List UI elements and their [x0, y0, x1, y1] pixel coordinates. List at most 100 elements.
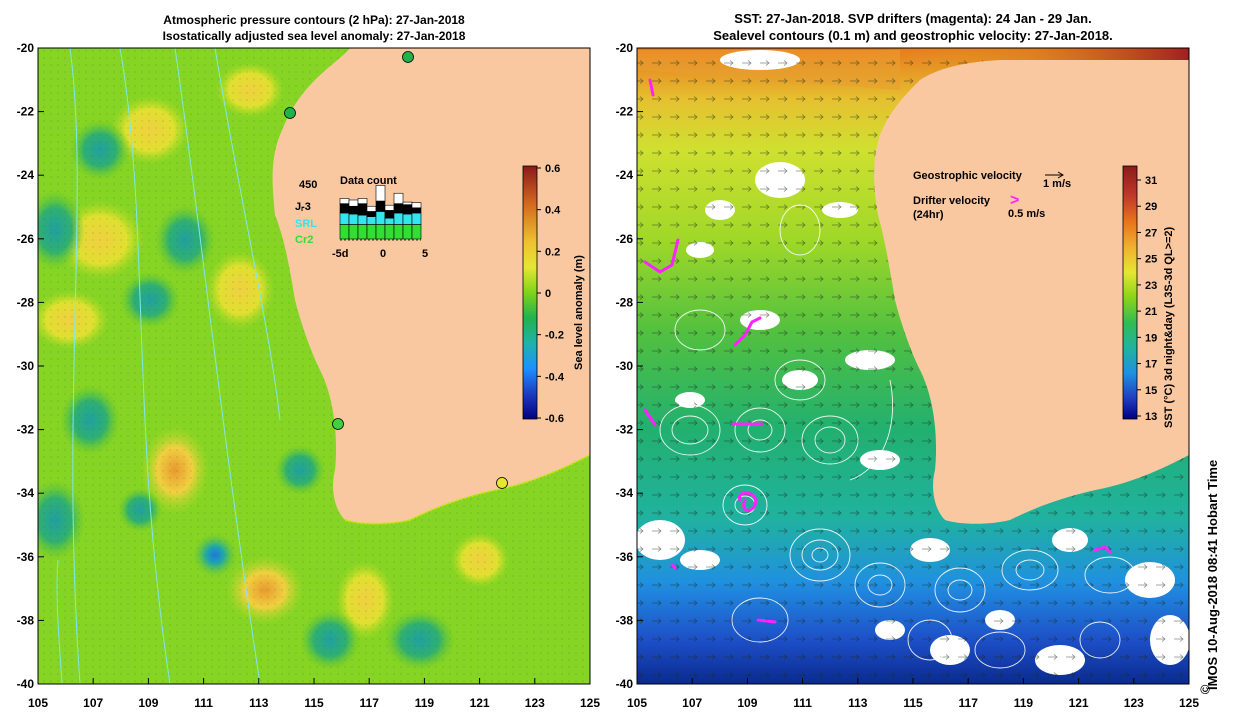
- y-tick-label: -32: [17, 423, 35, 437]
- x-tick-label: 115: [903, 696, 923, 710]
- data-count-bar-srl: [366, 216, 377, 225]
- data-count-bar-white: [339, 198, 350, 204]
- colorbar-tick-label: 0.6: [545, 163, 560, 175]
- data-count-bar-srl: [357, 214, 368, 225]
- data-count-bar-white: [357, 198, 368, 204]
- y-tick-label: -38: [17, 613, 35, 627]
- colorbar-tick-label: 0: [545, 288, 551, 300]
- western-australia-land: [272, 48, 590, 524]
- right-x-axis: 105 107 109 111 113 115 117 119 121 123 125: [627, 678, 1199, 710]
- y-tick-label: -20: [616, 41, 634, 55]
- colorbar-tick-label: 0.4: [545, 205, 561, 217]
- data-count-bar-white: [393, 192, 404, 204]
- data-count-bar-white: [384, 204, 395, 211]
- colorbar-tick-label: -0.2: [545, 330, 564, 342]
- data-count-bar-srl: [384, 217, 395, 225]
- data-count-bar-j3: [339, 203, 350, 214]
- velocity-legend: Geostrophic velocity 1 m/s Drifter veloc…: [913, 170, 1071, 221]
- data-count-bar-j3: [375, 200, 386, 212]
- x-tick-label: 113: [249, 696, 269, 710]
- x-tick-label: 109: [737, 696, 757, 710]
- x-tick-label: 107: [682, 696, 702, 710]
- x-tick-label: 117: [959, 696, 979, 710]
- data-count-bar-white: [375, 185, 386, 202]
- sst-colorbar-scale: [1122, 165, 1138, 420]
- sst-colorbar-ticks: 31 29 27 25 23 21 19 17 15 13: [1137, 175, 1157, 423]
- data-count-bar-cr2: [366, 224, 377, 240]
- y-tick-label: -26: [616, 232, 634, 246]
- data-count-bar-cr2: [411, 224, 422, 240]
- y-tick-label: -22: [616, 105, 634, 119]
- left-panel-title: Atmospheric pressure contours (2 hPa): 2…: [38, 12, 590, 44]
- data-count-bar-cr2: [375, 224, 386, 240]
- y-tick-label: -28: [17, 295, 35, 309]
- x-tick-label: 105: [28, 696, 48, 710]
- colorbar-tick-label: 29: [1145, 201, 1157, 213]
- colorbar-tick-label: 25: [1145, 254, 1157, 266]
- colorbar-tick-label: -0.4: [545, 371, 565, 383]
- right-title-line1: SST: 27-Jan-2018. SVP drifters (magenta)…: [734, 11, 1092, 26]
- x-tick-label: 125: [580, 696, 600, 710]
- drifter-tracks: [643, 78, 1112, 624]
- tide-gauge-marker: [496, 477, 508, 489]
- data-count-bar-white: [366, 205, 377, 212]
- data-count-bar-cr2: [348, 224, 359, 240]
- tide-gauge-marker: [402, 51, 414, 63]
- data-count-bar-j3: [366, 211, 377, 217]
- data-count-bar-j3: [357, 203, 368, 216]
- y-tick-label: -28: [616, 295, 634, 309]
- colorbar-tick-label: 21: [1145, 306, 1157, 318]
- colorbar-tick-label: -0.6: [545, 413, 564, 425]
- y-tick-label: -20: [17, 41, 35, 55]
- y-tick-label: -24: [17, 168, 35, 182]
- colorbar-tick-label: 13: [1145, 411, 1157, 423]
- drifter-velocity-period: (24hr): [913, 209, 944, 221]
- x-tick-label: 125: [1179, 696, 1199, 710]
- x-tick-label: 111: [793, 696, 812, 710]
- data-count-bar-cr2: [393, 224, 404, 240]
- right-title-line2: Sealevel contours (0.1 m) and geostrophi…: [713, 28, 1113, 43]
- data-count-bar-j3: [411, 207, 422, 214]
- sla-colorbar-scale: [522, 165, 538, 420]
- colorbar-tick-label: 31: [1145, 175, 1157, 187]
- tide-gauge-marker: [332, 418, 344, 430]
- credit-text: IMOS 10-Aug-2018 08:41 Hobart Time: [1205, 459, 1220, 690]
- data-count-bar-srl: [393, 212, 404, 225]
- data-count-bar-white: [348, 199, 359, 207]
- x-tick-label: 113: [848, 696, 868, 710]
- pressure-contours: [56, 48, 281, 684]
- data-count-bar-srl: [348, 213, 359, 225]
- drifter-velocity-label: Drifter velocity: [913, 195, 991, 207]
- left-title-line1: Atmospheric pressure contours (2 hPa): 2…: [163, 13, 465, 27]
- data-count-bar-white: [411, 202, 422, 209]
- data-count-bar-srl: [375, 211, 386, 225]
- tide-gauges: [284, 51, 508, 489]
- data-count-bar-srl: [339, 212, 350, 225]
- colorbar-tick-label: 27: [1145, 227, 1157, 239]
- geostrophic-velocity-label: Geostrophic velocity: [913, 170, 1023, 182]
- colorbar-tick-label: 17: [1145, 359, 1157, 371]
- mission-label-cr2: Cr2: [295, 234, 313, 246]
- mission-label-j3: J-3: [295, 201, 311, 213]
- sst-colorbar: 31 29 27 25 23 21 19 17 15 13 SST (°C) 3d night&d…: [1122, 165, 1175, 428]
- data-count-inset: Data count 450 J-3 SRL Cr2 -5d 0 5: [295, 175, 428, 260]
- sla-colorbar: 0.6 0.4 0.2 0 -0.2 -0.4 -0.6 Sea level anomaly…: [522, 163, 585, 425]
- y-tick-label: -22: [17, 105, 35, 119]
- y-tick-label: -40: [17, 677, 35, 691]
- x-tick-label: 121: [470, 696, 490, 710]
- x-tick-label: 111: [194, 696, 213, 710]
- data-count-xlabel-zero: 0: [380, 248, 386, 260]
- y-tick-label: -30: [616, 359, 634, 373]
- drifter-velocity-arrow-icon: >: [1010, 192, 1019, 209]
- x-tick-label: 107: [83, 696, 103, 710]
- sla-colorbar-label: Sea level anomaly (m): [573, 255, 585, 370]
- x-tick-label: 123: [525, 696, 545, 710]
- sla-colorbar-ticks: 0.6 0.4 0.2 0 -0.2 -0.4 -0.6: [537, 163, 565, 425]
- western-australia-land-sst: [874, 60, 1189, 524]
- y-tick-label: -36: [616, 550, 634, 564]
- data-count-title: Data count: [340, 175, 397, 187]
- left-title-line2: Isostatically adjusted sea level anomaly…: [162, 29, 466, 43]
- x-tick-label: 121: [1069, 696, 1089, 710]
- data-count-max-label: 450: [299, 179, 317, 191]
